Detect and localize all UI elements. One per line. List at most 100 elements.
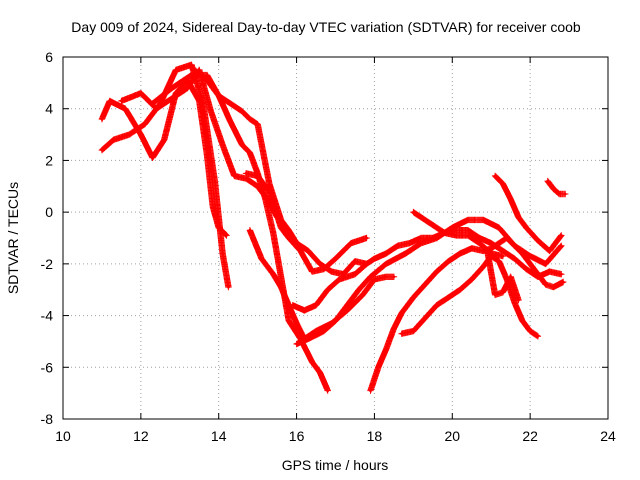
data-point (338, 278, 341, 281)
data-point (322, 267, 326, 271)
data-point (466, 228, 470, 232)
data-point (505, 236, 509, 240)
data-point (306, 249, 310, 253)
data-point (392, 327, 396, 330)
data-point (123, 107, 127, 111)
data-point (412, 329, 415, 333)
data-point (419, 236, 423, 240)
data-point (373, 257, 376, 261)
y-tick-label: 6 (45, 49, 53, 65)
data-point (306, 337, 310, 341)
data-point (334, 319, 337, 323)
data-point (493, 174, 497, 178)
data-point (345, 303, 349, 307)
series-track-6 (242, 170, 370, 275)
data-point (559, 234, 563, 237)
data-point (248, 117, 252, 121)
data-point (217, 226, 221, 230)
data-point (384, 275, 388, 279)
data-point (536, 334, 540, 338)
data-point (408, 241, 411, 245)
data-point (326, 288, 330, 292)
data-point (151, 102, 154, 105)
data-point (108, 99, 112, 103)
data-point (435, 236, 439, 240)
data-point (524, 267, 528, 271)
data-point (447, 259, 450, 263)
data-point (489, 246, 493, 250)
data-point (232, 174, 236, 178)
y-tick-label: -4 (41, 308, 54, 324)
data-point (501, 290, 505, 294)
data-point (361, 293, 365, 297)
x-tick-label: 14 (211, 428, 227, 444)
y-axis-label: SDTVAR / TECUs (5, 182, 21, 294)
data-point (419, 241, 423, 245)
series-track-9 (293, 216, 565, 348)
series-track-13 (491, 172, 565, 255)
data-point (517, 215, 520, 219)
data-point (279, 275, 283, 279)
data-point (548, 249, 551, 253)
data-point (412, 210, 415, 214)
series-track-2 (98, 77, 230, 239)
data-point (489, 241, 493, 245)
data-point (353, 272, 357, 276)
x-tick-label: 10 (55, 428, 71, 444)
data-point (205, 153, 209, 157)
data-point (544, 283, 548, 286)
data-point (186, 86, 190, 90)
data-point (509, 275, 513, 279)
data-point (209, 109, 213, 113)
data-point (248, 151, 252, 155)
data-point (299, 249, 302, 253)
data-point (392, 275, 396, 279)
series-track-15 (544, 177, 569, 198)
data-point (151, 156, 154, 160)
data-point (310, 360, 314, 364)
data-point (291, 303, 295, 307)
data-point (559, 272, 563, 276)
data-point (454, 228, 458, 232)
data-point (287, 303, 291, 307)
data-point (521, 319, 524, 323)
data-point (240, 143, 244, 147)
data-point (139, 133, 143, 137)
data-point (400, 311, 404, 315)
data-point (373, 278, 376, 281)
data-point (256, 174, 259, 178)
data-point (279, 226, 283, 230)
data-point (454, 234, 458, 237)
data-point (443, 231, 446, 235)
data-point (485, 249, 489, 253)
data-point (528, 254, 532, 258)
data-point (396, 244, 400, 248)
data-point (326, 389, 330, 392)
data-point (365, 262, 368, 266)
data-point (557, 192, 561, 196)
x-tick-label: 24 (600, 428, 616, 444)
data-point (521, 252, 524, 255)
data-point (174, 68, 178, 72)
data-point (264, 197, 267, 201)
x-tick-label: 18 (367, 428, 383, 444)
data-point (423, 316, 427, 320)
data-point (310, 270, 314, 273)
data-point (248, 228, 252, 232)
data-point (501, 249, 505, 253)
data-point (287, 236, 291, 240)
data-point (536, 239, 540, 243)
data-point (267, 182, 271, 186)
data-point (287, 228, 291, 232)
data-point (517, 298, 520, 302)
y-tick-label: -8 (41, 411, 54, 427)
data-point (314, 303, 318, 307)
data-point (100, 117, 104, 121)
data-point (244, 177, 248, 180)
data-point (404, 252, 407, 255)
y-tick-label: -6 (41, 359, 54, 375)
data-point (353, 259, 357, 263)
series-track-14 (484, 247, 522, 304)
data-point (303, 309, 306, 312)
